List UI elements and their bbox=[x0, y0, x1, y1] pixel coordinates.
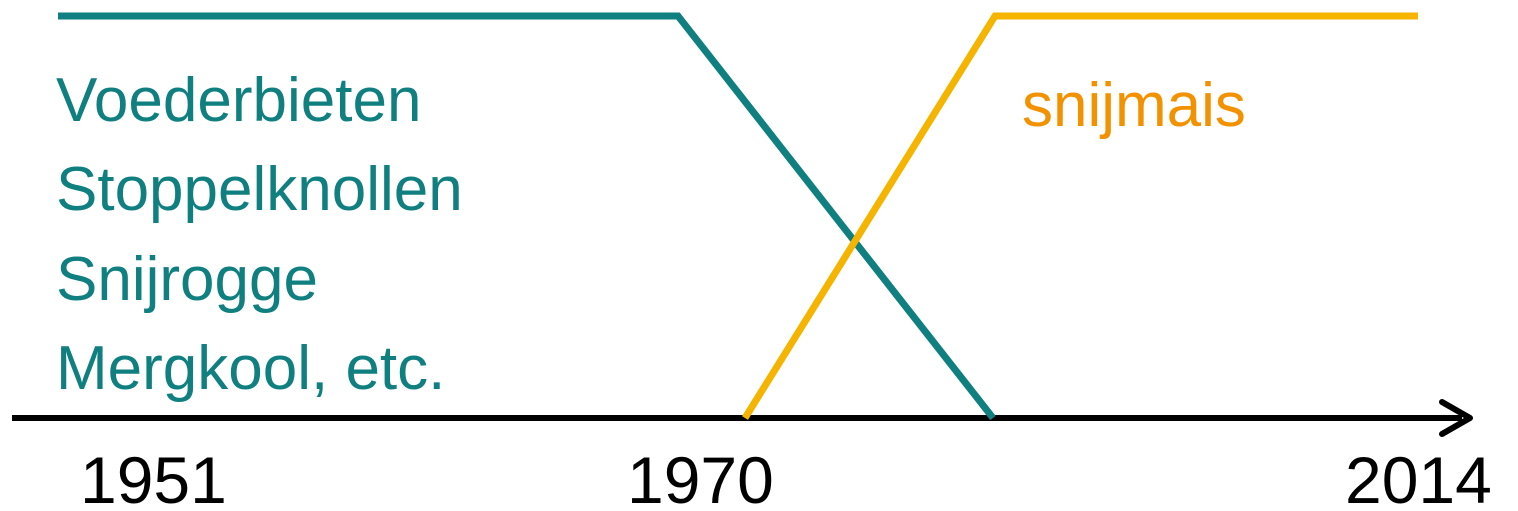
old-crops-trend-line bbox=[58, 12, 996, 421]
crop-label-snijmais: snijmais bbox=[1022, 71, 1246, 140]
crop-label-stoppelknollen: Stoppelknollen bbox=[56, 155, 463, 224]
timeline-arrowhead-icon bbox=[1439, 399, 1473, 437]
crop-label-mergkool: Mergkool, etc. bbox=[56, 334, 445, 403]
year-tick-1970: 1970 bbox=[627, 443, 774, 511]
year-tick-2014: 2014 bbox=[1345, 443, 1492, 511]
crop-label-voederbieten: Voederbieten bbox=[56, 66, 421, 135]
year-tick-1951: 1951 bbox=[80, 443, 227, 511]
crop-label-snijrogge: Snijrogge bbox=[56, 245, 318, 314]
snijmais-trend-line bbox=[742, 12, 1418, 420]
